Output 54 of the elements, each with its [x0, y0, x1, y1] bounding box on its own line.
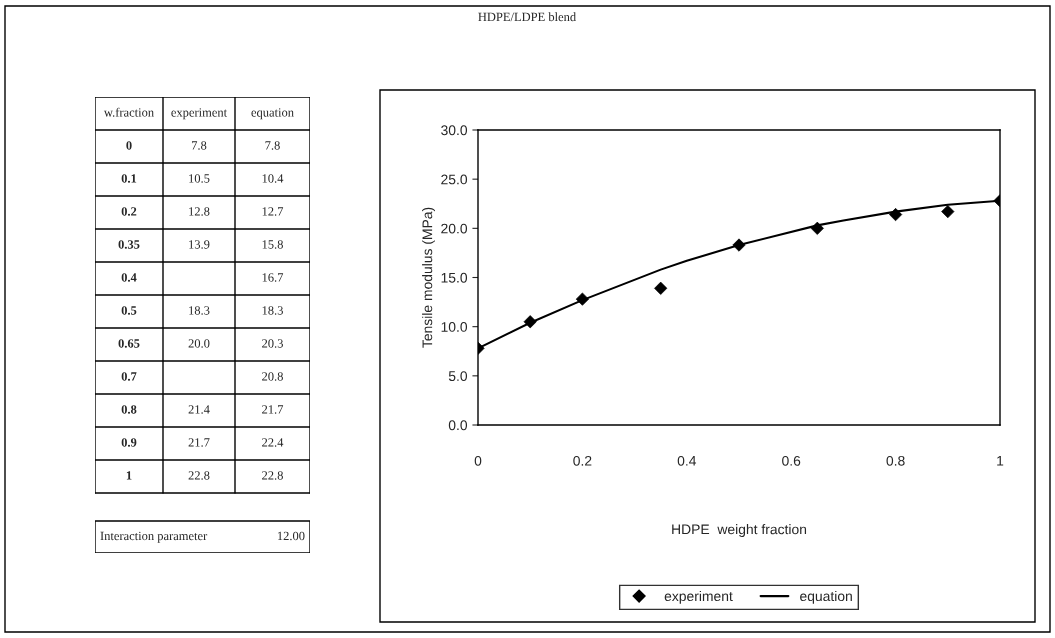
category-label: 0.2 — [121, 207, 137, 216]
data-label: 21.7 — [188, 438, 210, 447]
category-label: 1 — [126, 471, 132, 480]
data-label: 7.8 — [192, 141, 207, 150]
data-label: 21.7 — [262, 405, 284, 414]
y-tick-label: 25.0 — [441, 174, 468, 185]
text: 12.00 — [277, 531, 305, 541]
data-label: 18.3 — [189, 306, 210, 315]
data-label: 20.8 — [262, 372, 283, 381]
category-label: 0.7 — [121, 372, 137, 381]
x-tick-label: 0.2 — [573, 455, 592, 466]
data-label: 12.7 — [262, 207, 284, 216]
data-label: 22.8 — [262, 471, 283, 480]
data-label: 16.7 — [262, 273, 284, 282]
data-label: 10.4 — [262, 174, 284, 183]
x-tick-label: 0 — [474, 455, 482, 466]
data-label: 18.3 — [262, 306, 283, 315]
data-label: 22.4 — [262, 438, 284, 447]
x-axis-title: HDPE weight fraction — [672, 524, 807, 538]
text: experiment — [171, 108, 228, 120]
data-label: 12.8 — [189, 207, 210, 216]
category-label: 0.4 — [121, 273, 137, 282]
y-axis-title: Tensile modulus (MPa) — [422, 207, 435, 348]
y-tick-label: 5.0 — [448, 371, 468, 381]
text: Interaction parameter — [100, 531, 208, 543]
text: HDPE/LDPE blend — [478, 12, 576, 22]
data-label: 20.0 — [188, 339, 210, 348]
y-tick-label: 30.0 — [441, 125, 468, 136]
x-tick-label: 1 — [997, 456, 1004, 466]
x-tick-label: 0.8 — [886, 455, 905, 466]
x-tick-label: 0.6 — [782, 455, 801, 466]
data-label: 13.9 — [189, 240, 210, 249]
y-tick-label: 20.0 — [441, 223, 468, 234]
text: equation — [251, 108, 294, 120]
text: w.fraction — [103, 107, 154, 117]
y-tick-label: 10.0 — [441, 322, 468, 332]
category-label: 0.9 — [121, 438, 137, 447]
data-label: 20.3 — [262, 339, 283, 348]
y-tick-label: 15.0 — [441, 272, 468, 283]
data-label: 15.8 — [262, 240, 283, 249]
legend-label: equation — [800, 590, 852, 604]
data-label: 21.4 — [188, 405, 210, 414]
legend-label: experiment — [664, 590, 733, 604]
x-tick-label: 0.4 — [677, 455, 697, 466]
category-label: 0.5 — [121, 306, 137, 315]
data-label: 7.8 — [265, 141, 280, 150]
data-label: 10.5 — [189, 174, 210, 183]
data-label: 22.8 — [188, 471, 210, 480]
category-label: 0 — [126, 141, 132, 150]
category-label: 0.1 — [121, 174, 137, 183]
y-tick-label: 0.0 — [448, 420, 468, 431]
category-label: 0.65 — [118, 339, 140, 348]
category-label: 0.35 — [118, 240, 140, 249]
category-label: 0.8 — [121, 405, 137, 414]
